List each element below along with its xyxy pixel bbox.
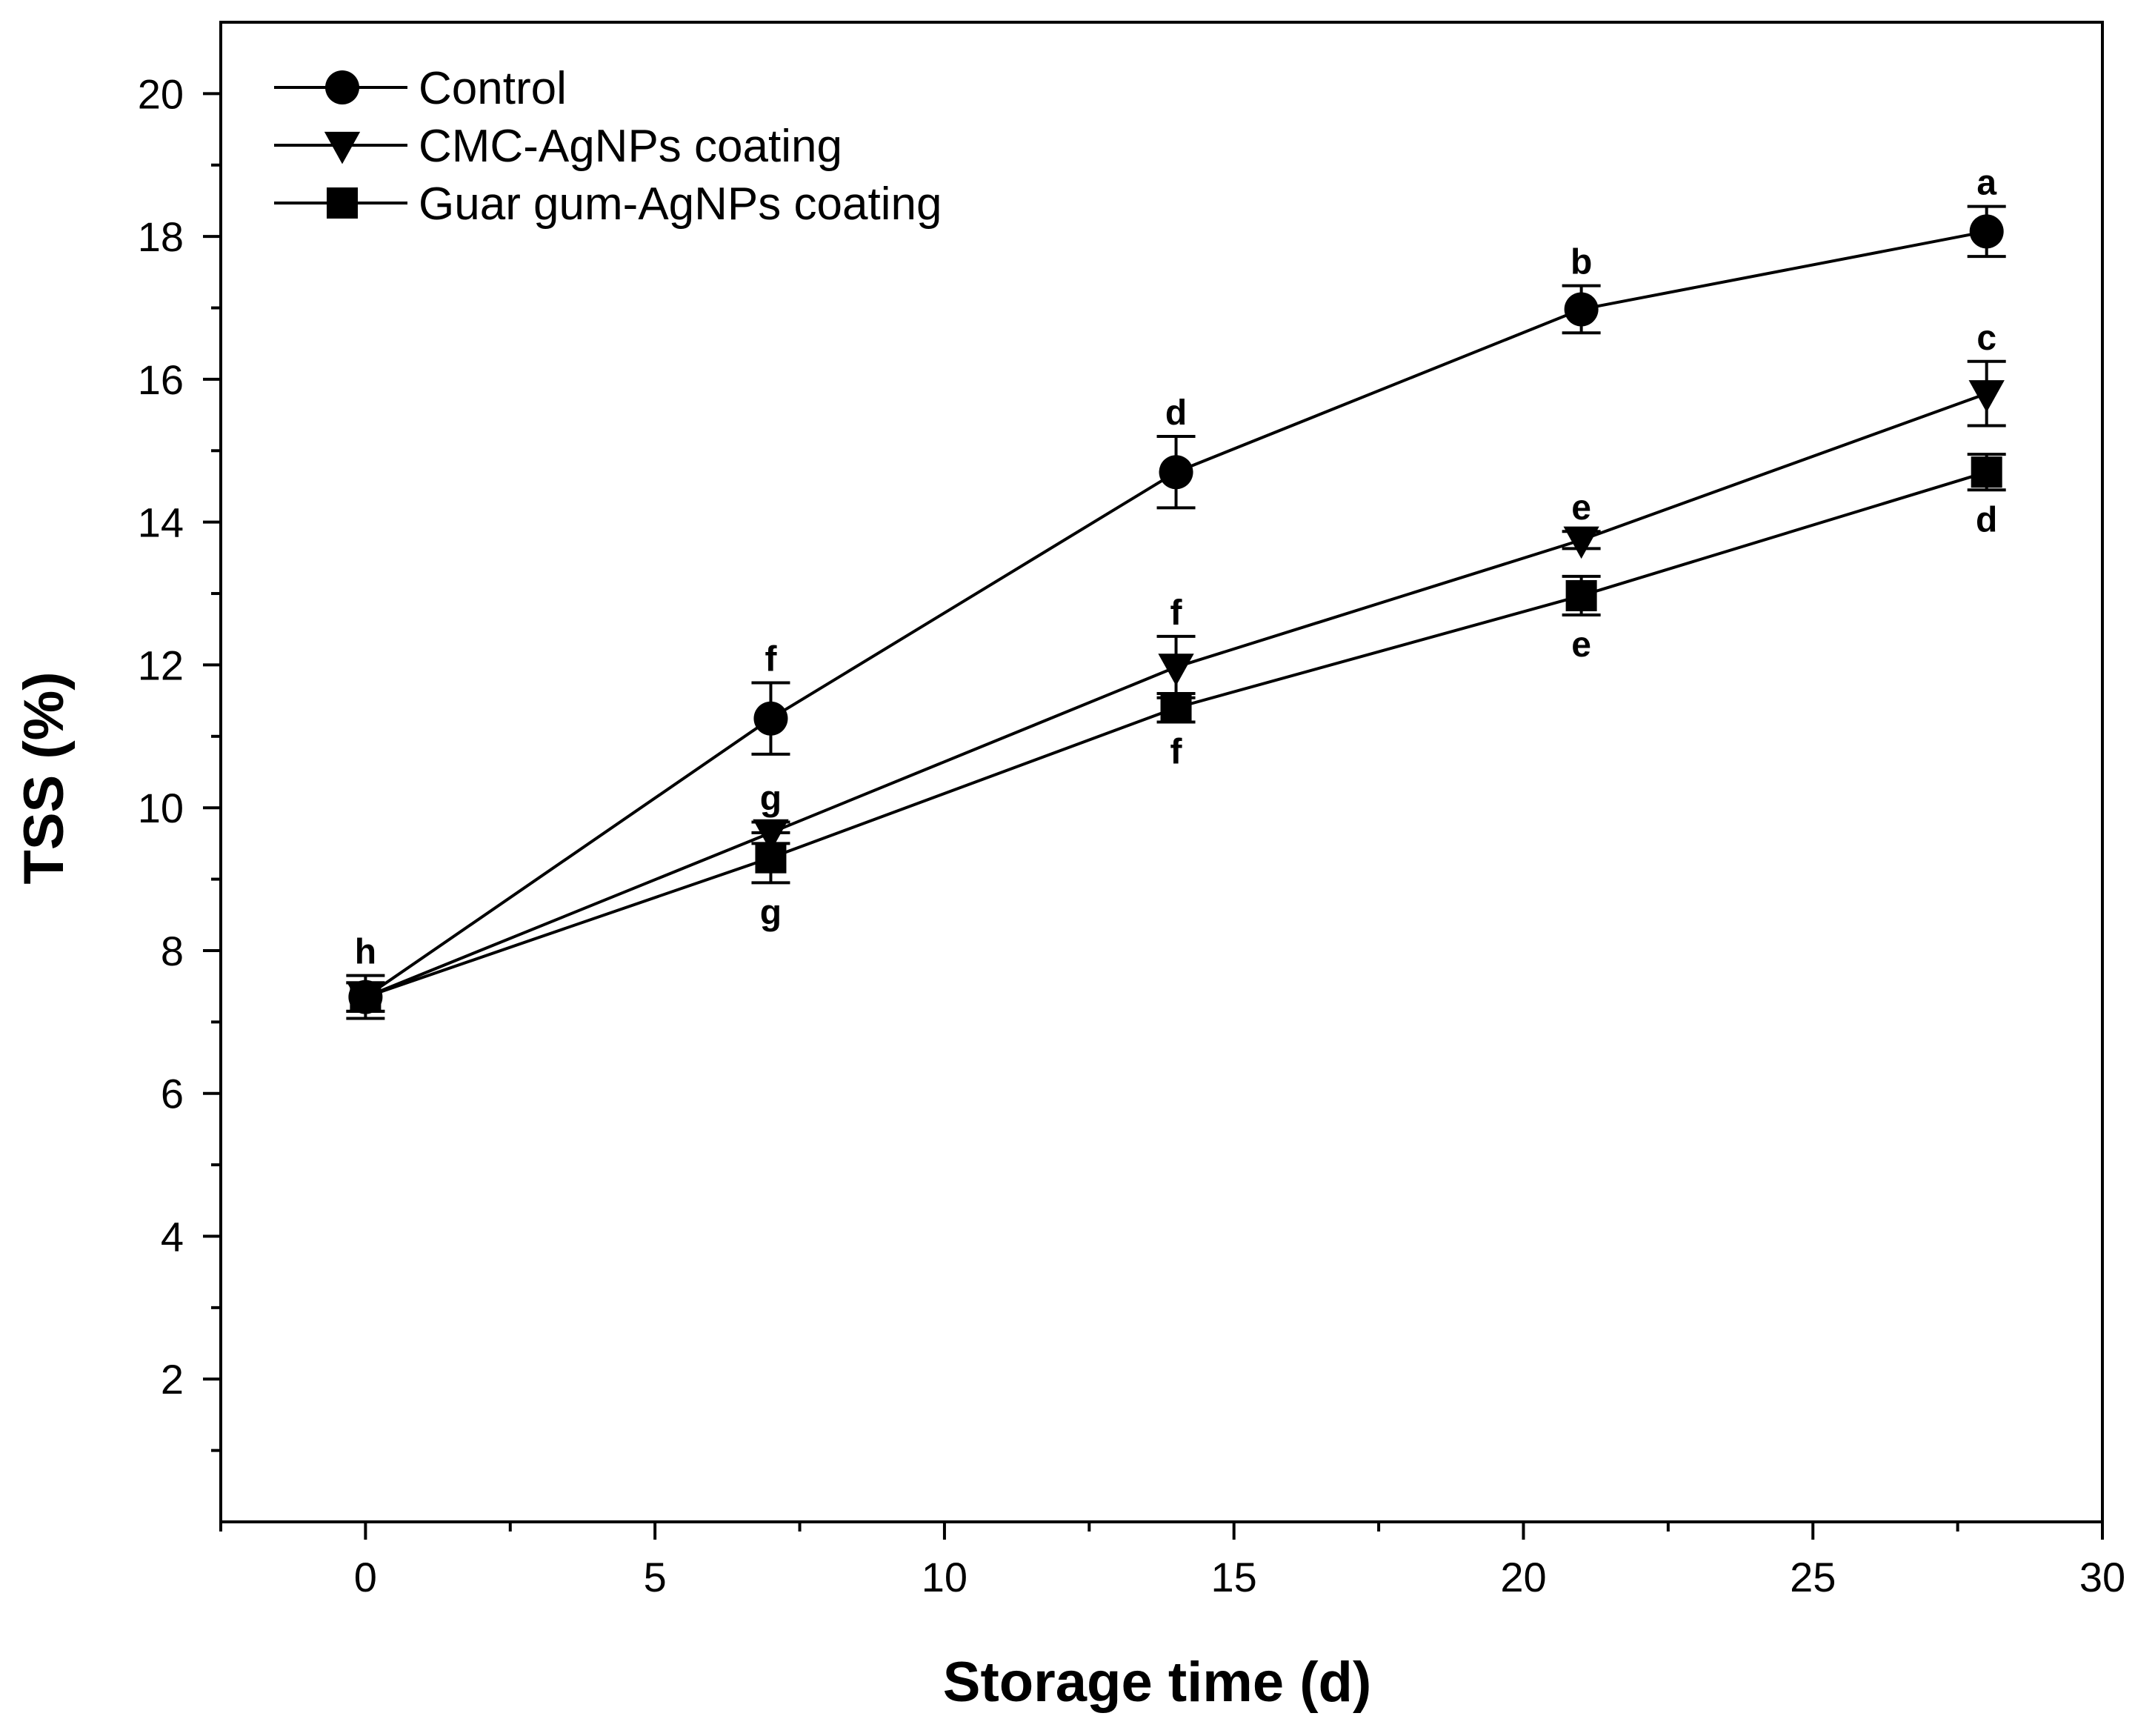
- significance-labels: h f d b a g f e c g f e d: [355, 164, 1998, 972]
- significance-label: h: [355, 933, 376, 972]
- y-tick-label: 18: [138, 213, 184, 260]
- significance-label: e: [1571, 625, 1591, 665]
- significance-label: d: [1165, 393, 1187, 433]
- data-point: [1564, 292, 1599, 327]
- data-point: [350, 981, 382, 1013]
- significance-label: e: [1571, 488, 1591, 528]
- x-tick-label: 10: [922, 1554, 967, 1600]
- data-point: [1565, 579, 1597, 611]
- significance-label: d: [1976, 500, 1997, 539]
- data-point: [755, 842, 787, 874]
- y-tick-label: 6: [161, 1071, 184, 1117]
- significance-label: f: [1170, 593, 1183, 633]
- x-tick-label: 15: [1211, 1554, 1257, 1600]
- legend-item-2: Guar gum-AgNPs coating: [274, 179, 942, 230]
- legend-item-0: Control: [274, 63, 567, 114]
- y-tick-label: 12: [138, 642, 184, 688]
- y-tick-label: 14: [138, 499, 184, 546]
- data-point: [1968, 380, 2005, 413]
- data-point: [753, 701, 788, 736]
- legend-marker: [327, 187, 358, 219]
- data-point: [1158, 654, 1194, 686]
- y-tick-label: 16: [138, 356, 184, 403]
- x-tick-label: 20: [1500, 1554, 1546, 1600]
- data-point: [1159, 455, 1193, 490]
- data-point: [1160, 692, 1192, 724]
- y-axis-title: TSS (%): [13, 671, 76, 884]
- legend-label: Control: [419, 63, 567, 114]
- x-tick-label: 30: [2079, 1554, 2125, 1600]
- legend-marker: [324, 131, 361, 164]
- series-2: [346, 453, 2006, 1013]
- x-tick-label: 5: [644, 1554, 667, 1600]
- axes: 0 5 10 15 20 25 30 2 4 6 8 10 12 14 16 18 20: [138, 21, 2125, 1600]
- significance-label: f: [765, 640, 777, 679]
- x-tick-label: 0: [354, 1554, 377, 1600]
- data-point: [1969, 214, 2004, 249]
- significance-label: b: [1571, 243, 1592, 282]
- significance-label: g: [760, 893, 782, 932]
- significance-label: a: [1976, 164, 1996, 203]
- y-tick-label: 2: [161, 1356, 184, 1403]
- y-tick-label: 20: [138, 70, 184, 117]
- y-tick-label: 8: [161, 928, 184, 974]
- legend-label: Guar gum-AgNPs coating: [419, 179, 942, 230]
- y-tick-label: 4: [161, 1213, 184, 1260]
- x-axis-title: Storage time (d): [943, 1651, 1372, 1714]
- plot-frame: [219, 21, 2104, 1523]
- data-point: [1563, 526, 1599, 559]
- significance-label: g: [760, 779, 782, 818]
- legend-item-1: CMC-AgNPs coating: [274, 121, 842, 172]
- legend: Control CMC-AgNPs coating Guar gum-AgNPs c…: [274, 63, 942, 230]
- legend-marker: [325, 70, 359, 104]
- data-point: [1971, 456, 2002, 488]
- significance-label: c: [1976, 319, 1996, 358]
- significance-label: f: [1170, 733, 1183, 772]
- y-tick-label: 10: [138, 785, 184, 831]
- x-tick-label: 25: [1790, 1554, 1836, 1600]
- series-layer: [346, 204, 2006, 1020]
- legend-label: CMC-AgNPs coating: [419, 121, 842, 172]
